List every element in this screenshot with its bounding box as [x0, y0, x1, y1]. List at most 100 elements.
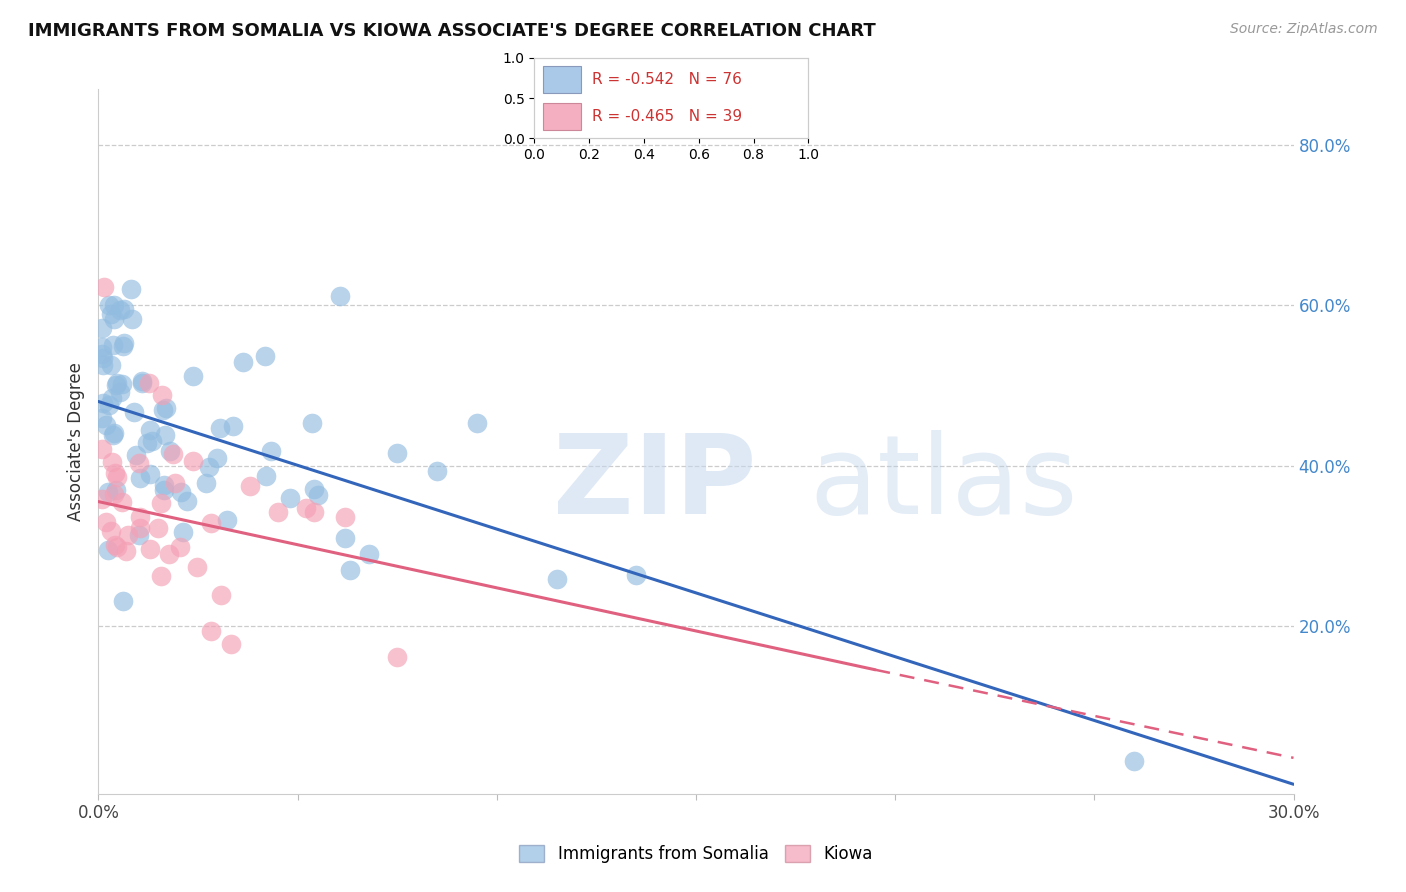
Point — [128, 528, 150, 542]
Point — [97, 543, 120, 558]
Point — [91, 351, 114, 366]
Point — [186, 560, 208, 574]
Point — [91, 442, 114, 456]
Point — [100, 359, 122, 373]
Point — [91, 340, 114, 354]
Point — [254, 469, 277, 483]
Point — [200, 624, 222, 638]
Point — [98, 297, 121, 311]
Text: Source: ZipAtlas.com: Source: ZipAtlas.com — [1230, 22, 1378, 37]
Point — [205, 451, 228, 466]
Point — [139, 423, 162, 437]
Point — [93, 280, 115, 294]
Point — [128, 521, 150, 535]
Point — [91, 395, 114, 409]
Text: R = -0.542   N = 76: R = -0.542 N = 76 — [592, 72, 742, 87]
Point — [157, 547, 180, 561]
Point — [100, 524, 122, 538]
Point — [105, 376, 128, 390]
Point — [139, 467, 162, 481]
Point — [304, 482, 326, 496]
Point — [335, 510, 357, 524]
Point — [181, 369, 204, 384]
Point — [94, 417, 117, 432]
Text: ZIP: ZIP — [553, 430, 756, 537]
Point — [103, 298, 125, 312]
Point — [150, 496, 173, 510]
Point — [111, 377, 134, 392]
Point — [108, 385, 131, 400]
Point — [153, 478, 176, 492]
Text: R = -0.465   N = 39: R = -0.465 N = 39 — [592, 109, 742, 124]
Point — [259, 444, 281, 458]
Point — [114, 336, 136, 351]
Point — [139, 542, 162, 557]
Point — [91, 491, 114, 506]
Point — [181, 454, 204, 468]
Point — [100, 455, 122, 469]
Point — [100, 307, 122, 321]
Point — [209, 589, 232, 603]
Point — [120, 282, 142, 296]
Point — [111, 495, 134, 509]
Point — [278, 491, 301, 506]
Point — [105, 377, 128, 392]
Point — [626, 568, 648, 582]
Point — [385, 649, 409, 664]
Point — [97, 398, 120, 412]
Point — [114, 301, 136, 316]
Point — [307, 488, 329, 502]
Point — [101, 392, 124, 406]
Point — [131, 376, 153, 390]
Point — [232, 355, 254, 369]
Point — [221, 418, 243, 433]
Point — [131, 374, 153, 388]
Point — [103, 425, 125, 440]
Point — [546, 573, 568, 587]
Point — [105, 540, 128, 554]
Point — [267, 504, 290, 518]
Point — [197, 460, 219, 475]
Point — [150, 568, 173, 582]
Point — [169, 540, 191, 554]
Point — [91, 320, 114, 334]
Point — [104, 538, 127, 552]
Point — [117, 527, 139, 541]
Point — [163, 475, 186, 490]
Y-axis label: Associate's Degree: Associate's Degree — [67, 362, 86, 521]
Text: IMMIGRANTS FROM SOMALIA VS KIOWA ASSOCIATE'S DEGREE CORRELATION CHART: IMMIGRANTS FROM SOMALIA VS KIOWA ASSOCIA… — [28, 22, 876, 40]
Point — [103, 311, 125, 326]
Point — [105, 470, 128, 484]
Point — [329, 289, 352, 303]
Point — [104, 466, 127, 480]
Point — [141, 434, 163, 448]
Point — [97, 485, 120, 500]
Text: atlas: atlas — [810, 430, 1078, 537]
Point — [221, 637, 243, 651]
Bar — [543, 103, 581, 130]
Point — [254, 349, 277, 363]
Point — [104, 483, 127, 497]
Point — [170, 484, 193, 499]
Point — [304, 505, 326, 519]
Point — [155, 428, 177, 442]
Point — [385, 445, 409, 459]
Point — [122, 405, 145, 419]
Point — [112, 339, 135, 353]
Point — [301, 416, 323, 430]
Point — [209, 421, 232, 435]
Point — [1123, 754, 1146, 768]
Point — [108, 302, 131, 317]
Point — [136, 436, 159, 450]
Point — [101, 427, 124, 442]
Point — [91, 347, 114, 361]
Point — [239, 479, 262, 493]
Point — [339, 563, 361, 577]
Point — [426, 464, 449, 478]
Legend: Immigrants from Somalia, Kiowa: Immigrants from Somalia, Kiowa — [513, 838, 879, 870]
Point — [114, 544, 136, 558]
Point — [138, 376, 160, 390]
Point — [103, 487, 125, 501]
Point — [129, 471, 152, 485]
Point — [91, 358, 114, 372]
